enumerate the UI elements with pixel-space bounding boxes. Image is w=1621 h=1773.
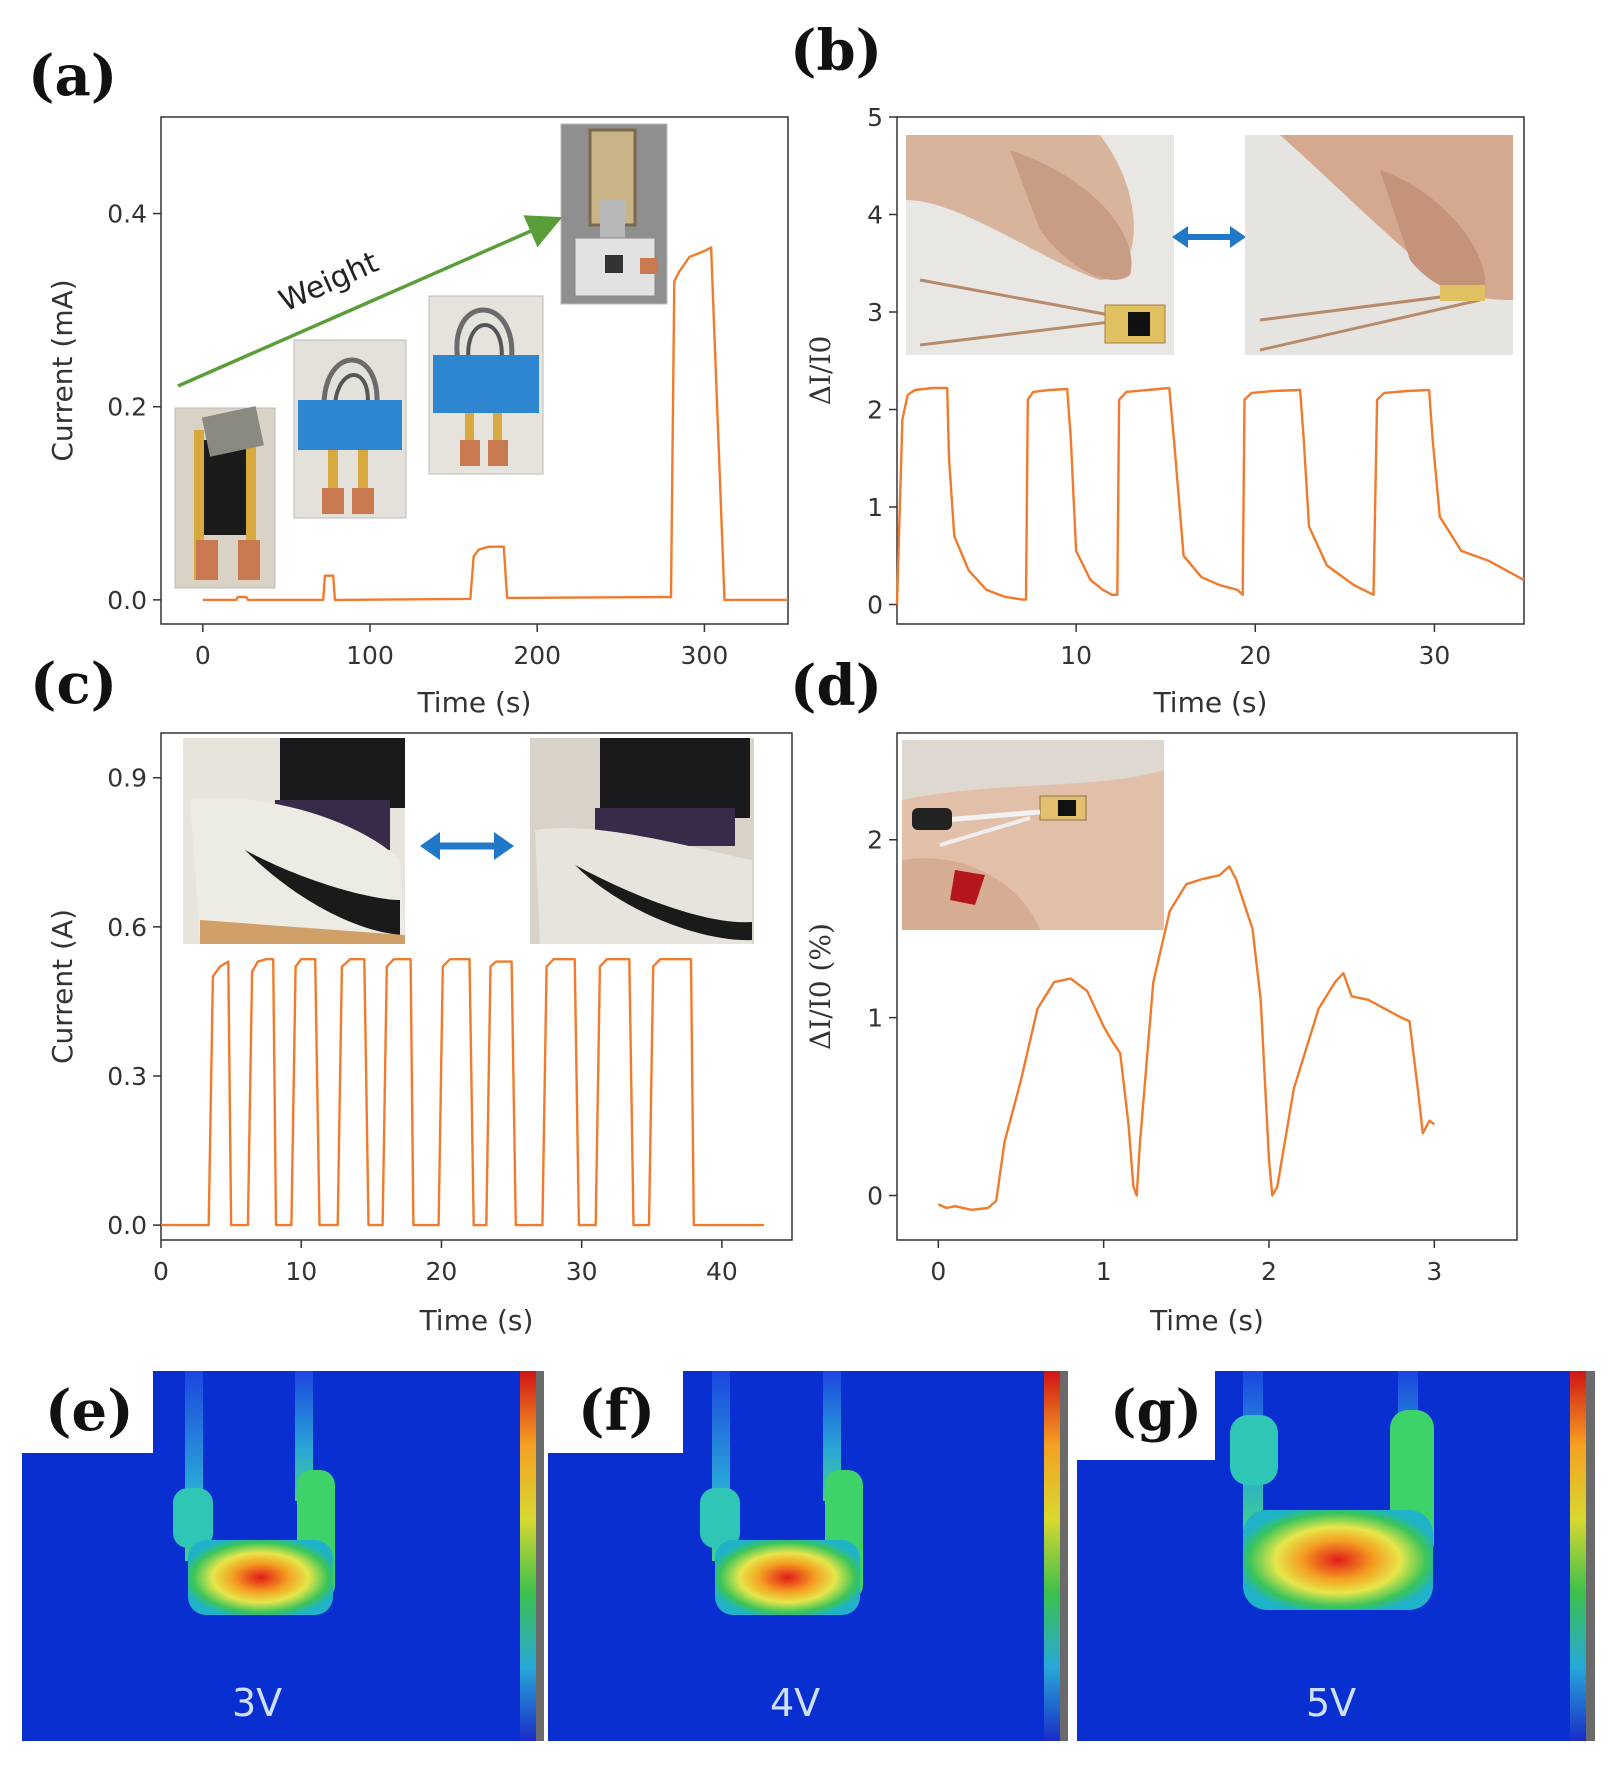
double-arrow-b — [1172, 226, 1246, 248]
panel-g: 5V (g) — [1077, 1371, 1595, 1741]
panel-a: (a) 0 100 200 300 0.0 0.2 0.4 Time (s) Current (… — [28, 43, 789, 719]
y-tick-label: 1 — [867, 1004, 883, 1033]
x-axis-label: Time (s) — [1149, 1304, 1264, 1337]
panel-f-label: (f) — [578, 1378, 655, 1444]
y-tick-label: 1 — [867, 493, 883, 522]
x-tick-label: 30 — [566, 1257, 598, 1286]
y-tick-label: 0.3 — [107, 1062, 147, 1091]
x-tick-label: 2 — [1261, 1257, 1277, 1286]
y-tick-label: 0.9 — [107, 764, 147, 793]
voltage-label-g: 5V — [1306, 1681, 1356, 1725]
x-tick-label: 20 — [426, 1257, 458, 1286]
plot-a: 0 100 200 300 0.0 0.2 0.4 Time (s) Current (mA) — [46, 116, 789, 719]
x-tick-label: 30 — [1419, 641, 1451, 670]
series-line-d — [937, 865, 1436, 1212]
y-axis-label: ΔI/I0 (%) — [804, 923, 837, 1050]
colorbar-g — [1570, 1371, 1586, 1741]
x-tick-label: 10 — [285, 1257, 317, 1286]
panel-f: 4V (f) — [548, 1371, 1068, 1741]
series-line-c — [161, 958, 764, 1227]
x-tick-label: 100 — [346, 641, 394, 670]
plot-d: 0 1 2 3 0 1 2 Time (s) ΔI/I0 (%) — [804, 732, 1518, 1337]
photo-inset-c2 — [530, 738, 754, 944]
panel-c-label: (c) — [30, 651, 117, 717]
panel-b: (b) 10 20 30 0 1 2 3 4 5 Time (s) ΔI/I0 — [790, 18, 1525, 719]
panel-d: (d) 0 1 2 3 0 1 2 Time (s) ΔI/I0 (%) — [790, 653, 1518, 1337]
photo-inset-a4 — [560, 123, 668, 305]
photo-inset-a2 — [293, 339, 407, 519]
x-tick-label: 10 — [1060, 641, 1092, 670]
panel-a-label: (a) — [28, 43, 117, 109]
photo-inset-d1 — [902, 740, 1164, 930]
x-axis-label: Time (s) — [417, 686, 532, 719]
colorbar-e — [520, 1371, 536, 1741]
series-line-a — [202, 246, 788, 602]
y-tick-label: 0.6 — [107, 913, 147, 942]
y-tick-label: 3 — [867, 298, 883, 327]
double-arrow-c — [420, 832, 514, 860]
photo-inset-b1 — [906, 135, 1174, 355]
voltage-label-f: 4V — [770, 1681, 820, 1725]
series-line-b — [895, 386, 1525, 605]
x-tick-label: 300 — [681, 641, 729, 670]
panel-g-label: (g) — [1110, 1378, 1202, 1444]
x-tick-label: 0 — [930, 1257, 946, 1286]
x-tick-label: 0 — [153, 1257, 169, 1286]
x-tick-label: 1 — [1096, 1257, 1112, 1286]
photo-inset-b2 — [1245, 135, 1513, 355]
y-tick-label: 0 — [867, 591, 883, 620]
panel-c: (c) 0 10 20 30 40 0.0 0.3 0.6 0.9 Time (s) Current… — [30, 651, 793, 1337]
y-tick-label: 4 — [867, 201, 883, 230]
x-tick-label: 0 — [195, 641, 211, 670]
x-axis-label: Time (s) — [1153, 686, 1268, 719]
y-tick-label: 2 — [867, 396, 883, 425]
x-tick-label: 20 — [1239, 641, 1271, 670]
colorbar-f — [1044, 1371, 1060, 1741]
plot-frame — [896, 732, 1518, 1241]
x-axis-label: Time (s) — [419, 1304, 534, 1337]
weight-arrow — [177, 215, 563, 388]
plot-frame — [160, 116, 789, 625]
photo-inset-a3 — [428, 295, 544, 475]
x-tick-label: 200 — [513, 641, 561, 670]
y-axis-label: Current (A) — [46, 909, 79, 1064]
plot-b: 10 20 30 0 1 2 3 4 5 Time (s) ΔI/I0 — [804, 103, 1525, 719]
y-tick-label: 0.0 — [107, 586, 147, 615]
x-tick-label: 3 — [1426, 1257, 1442, 1286]
panel-d-label: (d) — [790, 653, 882, 719]
plot-frame — [160, 732, 793, 1241]
panel-b-label: (b) — [790, 18, 882, 84]
panel-e-label: (e) — [45, 1378, 134, 1444]
y-tick-label: 0.2 — [107, 393, 147, 422]
y-tick-label: 0.0 — [107, 1211, 147, 1240]
x-tick-label: 40 — [706, 1257, 738, 1286]
weight-label: Weight — [274, 245, 384, 320]
plot-frame — [896, 116, 1525, 625]
panel-e: 3V (e) — [22, 1371, 544, 1741]
plot-c: 0 10 20 30 40 0.0 0.3 0.6 0.9 Time (s) Current (A) — [46, 732, 793, 1337]
y-tick-label: 2 — [867, 826, 883, 855]
y-axis-label: Current (mA) — [46, 279, 79, 461]
photo-inset-c1 — [183, 738, 405, 944]
y-tick-label: 0 — [867, 1182, 883, 1211]
voltage-label-e: 3V — [232, 1681, 282, 1725]
y-axis-label: ΔI/I0 — [804, 336, 837, 406]
y-tick-label: 0.4 — [107, 200, 147, 229]
photo-inset-a1 — [174, 406, 276, 589]
y-tick-label: 5 — [867, 103, 883, 132]
